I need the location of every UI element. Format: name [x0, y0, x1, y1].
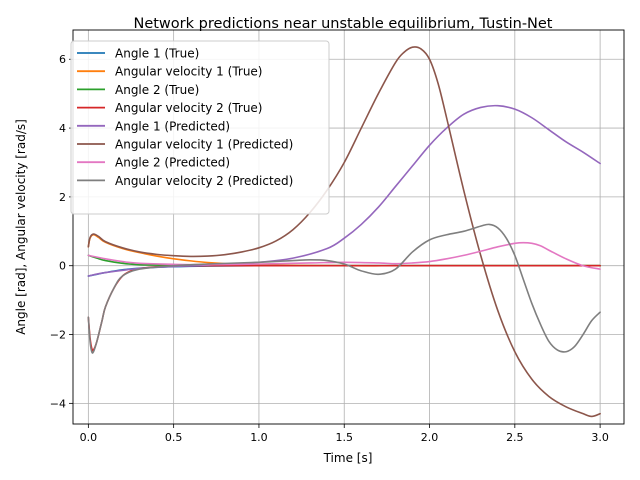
legend-label: Angle 2 (True) [115, 83, 199, 97]
legend: Angle 1 (True) Angular velocity 1 (True) A… [70, 40, 330, 215]
series-line-7 [87, 241, 601, 270]
x-axis-label: Time [s] [323, 451, 373, 465]
plot-frame [72, 29, 625, 425]
y-tick-label: 4 [59, 122, 66, 135]
y-tick-label: 2 [59, 191, 66, 204]
x-tick-label: 1.0 [250, 431, 268, 444]
y-tick-label: −4 [50, 397, 66, 410]
chart-title: Network predictions near unstable equili… [133, 16, 552, 32]
x-tick-label: 2.5 [506, 431, 524, 444]
axis-ticks: 0.0 0.5 1.0 1.5 2.0 2.5 3.0 −4 −2 0 2 4 6 [50, 53, 609, 444]
legend-label: Angular velocity 1 (True) [115, 65, 263, 79]
y-tick-label: −2 [50, 329, 66, 342]
x-tick-label: 1.5 [335, 431, 353, 444]
legend-label: Angular velocity 2 (Predicted) [115, 174, 293, 188]
legend-label: Angle 1 (True) [115, 47, 199, 61]
y-tick-label: 0 [59, 260, 66, 273]
legend-label: Angular velocity 2 (True) [115, 101, 263, 115]
legend-box [70, 40, 330, 215]
legend-label: Angle 1 (Predicted) [115, 119, 230, 133]
x-tick-label: 0.0 [80, 431, 98, 444]
x-tick-label: 2.0 [421, 431, 439, 444]
series-line-6 [87, 46, 601, 418]
x-tick-label: 0.5 [165, 431, 183, 444]
y-axis-label: Angle [rad], Angular velocity [rad/s] [14, 119, 28, 335]
x-tick-label: 3.0 [591, 431, 609, 444]
plot-lines [87, 46, 601, 418]
legend-label: Angular velocity 1 (Predicted) [115, 138, 293, 152]
y-tick-label: 6 [59, 53, 66, 66]
series-line-8 [87, 223, 601, 354]
legend-label: Angle 2 (Predicted) [115, 156, 230, 170]
